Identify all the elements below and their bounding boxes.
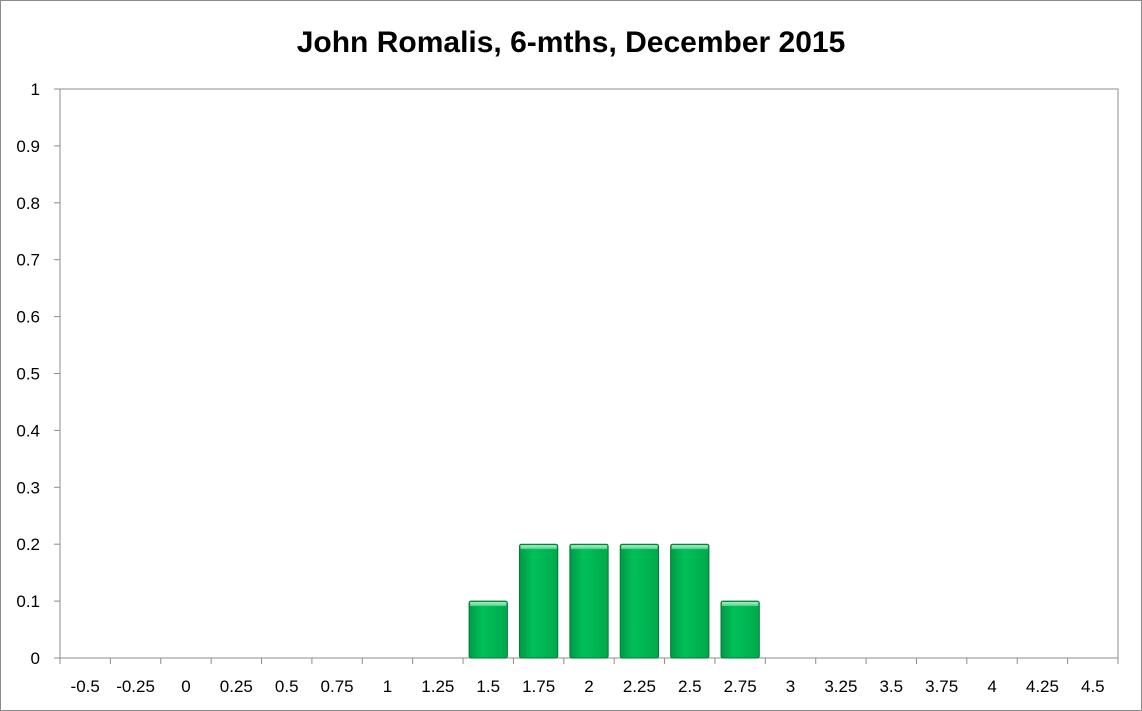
bar xyxy=(720,600,760,659)
x-tick-label: 0.5 xyxy=(275,677,299,696)
x-tick-label: 3.25 xyxy=(824,677,857,696)
y-tick-label: 0.7 xyxy=(16,251,40,270)
y-tick-label: 0.9 xyxy=(16,137,40,156)
bar-body xyxy=(569,543,609,659)
y-tick-label: 0.6 xyxy=(16,308,40,327)
y-tick-label: 0.1 xyxy=(16,592,40,611)
x-tick-label: 2.25 xyxy=(623,677,656,696)
x-tick-label: 3 xyxy=(786,677,795,696)
x-tick-label: 1 xyxy=(383,677,392,696)
y-tick-label: 0.5 xyxy=(16,365,40,384)
x-tick-label: 1.5 xyxy=(476,677,500,696)
bar-highlight xyxy=(470,602,507,607)
bar xyxy=(518,543,559,659)
y-tick-label: 1 xyxy=(31,80,40,99)
x-tick-label: 4 xyxy=(987,677,996,696)
x-tick-label: 4.25 xyxy=(1026,677,1059,696)
y-axis-ticks: 0 0.1 0.2 0.3 0.4 0.5 0.6 0.7 0.8 0.9 1 xyxy=(16,80,60,668)
x-tick-label: 2 xyxy=(584,677,593,696)
x-tick-label: 2.75 xyxy=(724,677,757,696)
y-tick-label: 0 xyxy=(31,649,40,668)
bar-body xyxy=(720,600,760,659)
bar-body xyxy=(518,543,559,659)
x-tick-label: -0.25 xyxy=(116,677,155,696)
bar xyxy=(619,543,660,659)
bar-highlight xyxy=(621,545,658,550)
bar-highlight xyxy=(721,602,759,607)
x-tick-label: 0 xyxy=(181,677,190,696)
chart-title: John Romalis, 6-mths, December 2015 xyxy=(296,26,846,59)
x-tick-label: 0.75 xyxy=(321,677,354,696)
bar-highlight xyxy=(520,545,557,550)
bar-series xyxy=(468,543,760,659)
bar-highlight xyxy=(570,545,608,550)
x-tick-label: 3.5 xyxy=(879,677,903,696)
x-tick-label: 1.25 xyxy=(421,677,454,696)
x-tick-label: 3.75 xyxy=(925,677,958,696)
x-axis-ticks: -0.5 -0.25 0 0.25 0.5 0.75 1 1.25 1.5 1.75 2 2.25 2.… xyxy=(59,658,1119,696)
x-tick-label: 0.25 xyxy=(220,677,253,696)
x-tick-label: -0.5 xyxy=(71,677,100,696)
bar xyxy=(468,600,508,659)
x-tick-label: 2.5 xyxy=(678,677,702,696)
bar-body xyxy=(619,543,660,659)
y-tick-label: 0.2 xyxy=(16,535,40,554)
bar-body xyxy=(670,543,710,659)
x-tick-label: 1.75 xyxy=(522,677,555,696)
y-tick-label: 0.3 xyxy=(16,478,40,497)
bar xyxy=(569,543,609,659)
bar-highlight xyxy=(671,545,708,550)
y-tick-label: 0.4 xyxy=(16,421,40,440)
bar-body xyxy=(468,600,508,659)
y-tick-label: 0.8 xyxy=(16,194,40,213)
x-tick-label: 4.5 xyxy=(1081,677,1105,696)
bar xyxy=(670,543,710,659)
